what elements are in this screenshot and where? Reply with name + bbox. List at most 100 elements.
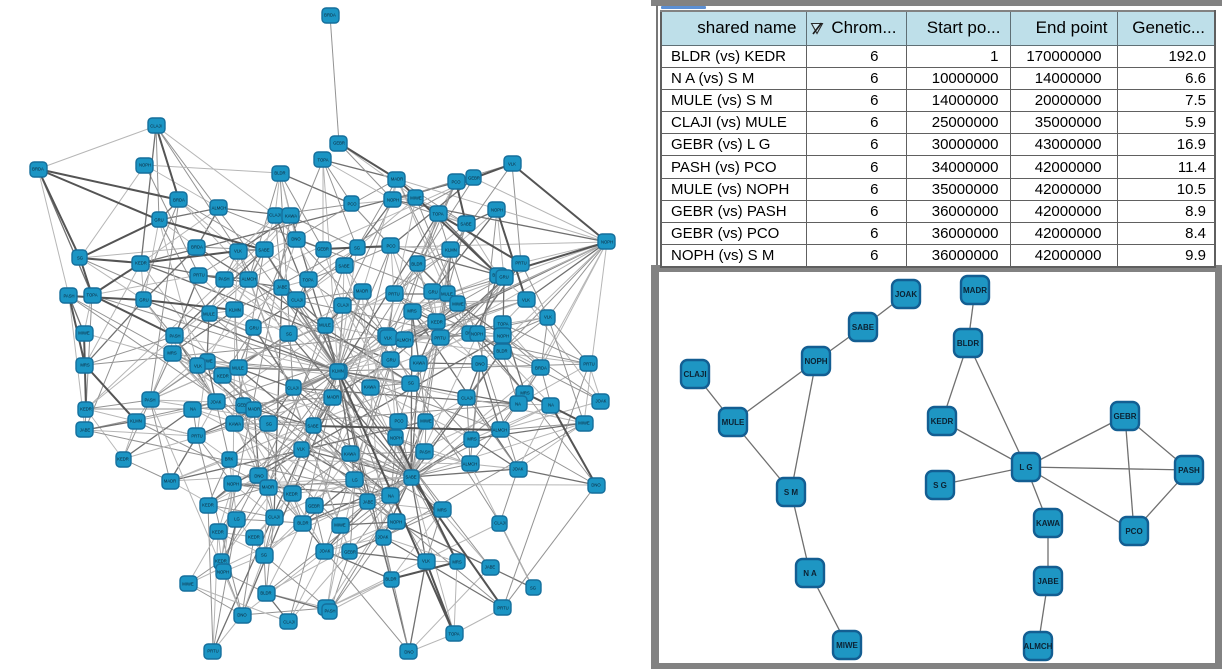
- svg-text:PRTU: PRTU: [583, 362, 594, 367]
- svg-text:PASH: PASH: [169, 334, 180, 339]
- svg-text:BLDR: BLDR: [260, 591, 271, 596]
- svg-text:TOPA: TOPA: [302, 278, 313, 283]
- svg-text:JOAK: JOAK: [378, 535, 389, 540]
- svg-text:GEBR: GEBR: [308, 504, 320, 509]
- svg-text:SABE: SABE: [338, 264, 349, 269]
- svg-text:MADR: MADR: [963, 286, 987, 295]
- svg-text:MIWE: MIWE: [182, 582, 194, 587]
- svg-text:KLMN: KLMN: [130, 419, 142, 424]
- svg-text:ALMCH: ALMCH: [463, 462, 478, 467]
- svg-text:JOAK: JOAK: [513, 467, 524, 472]
- svg-text:DNO: DNO: [237, 613, 247, 618]
- svg-text:PRTU: PRTU: [388, 292, 399, 297]
- svg-text:PRTU: PRTU: [434, 336, 445, 341]
- svg-text:BRDA: BRDA: [324, 13, 336, 18]
- svg-text:KEDR: KEDR: [215, 559, 227, 564]
- svg-text:PASH: PASH: [218, 277, 229, 282]
- svg-text:NA: NA: [190, 407, 196, 412]
- svg-text:CLAJI: CLAJI: [287, 386, 298, 391]
- svg-text:BLDR: BLDR: [385, 577, 396, 582]
- svg-text:NOPH: NOPH: [471, 332, 483, 337]
- svg-text:MRS: MRS: [80, 363, 90, 368]
- svg-text:JOAK: JOAK: [211, 400, 222, 405]
- svg-text:GRU: GRU: [249, 326, 258, 331]
- svg-text:KLMN: KLMN: [445, 248, 457, 253]
- svg-text:KEDR: KEDR: [431, 320, 443, 325]
- svg-text:NOPH: NOPH: [601, 240, 613, 245]
- svg-text:KEDR: KEDR: [217, 374, 229, 379]
- svg-text:PASH: PASH: [1178, 466, 1200, 475]
- svg-text:GRU: GRU: [386, 358, 395, 363]
- svg-text:NOPH: NOPH: [139, 163, 151, 168]
- svg-text:KEDR: KEDR: [212, 530, 224, 535]
- svg-text:KLMN: KLMN: [332, 369, 344, 374]
- svg-text:BRDA: BRDA: [191, 245, 203, 250]
- svg-text:PASH: PASH: [144, 398, 155, 403]
- svg-text:MADR: MADR: [327, 395, 339, 400]
- svg-text:CLAJI: CLAJI: [337, 303, 348, 308]
- svg-text:KEDR: KEDR: [202, 503, 214, 508]
- svg-text:BLDR: BLDR: [496, 349, 507, 354]
- svg-text:NOPH: NOPH: [217, 570, 229, 575]
- svg-text:PASH: PASH: [63, 294, 74, 299]
- svg-text:TOPA: TOPA: [497, 322, 508, 327]
- svg-text:KEDR: KEDR: [117, 457, 129, 462]
- svg-text:SG: SG: [286, 332, 292, 337]
- svg-text:L G: L G: [1019, 463, 1032, 472]
- svg-text:GEBR: GEBR: [1113, 412, 1136, 421]
- svg-text:MIWE: MIWE: [334, 523, 346, 528]
- svg-text:MRS: MRS: [520, 391, 530, 396]
- svg-text:KEDR: KEDR: [80, 407, 92, 412]
- svg-text:TOPA: TOPA: [86, 293, 97, 298]
- svg-text:MRS: MRS: [467, 437, 477, 442]
- svg-text:JABE: JABE: [80, 428, 91, 433]
- svg-text:KEDR: KEDR: [286, 492, 298, 497]
- svg-text:BRDA: BRDA: [32, 167, 44, 172]
- svg-text:NOPH: NOPH: [491, 208, 503, 213]
- svg-text:SABE: SABE: [258, 248, 269, 253]
- svg-text:MRS: MRS: [437, 508, 447, 513]
- svg-text:VLK: VLK: [297, 447, 305, 452]
- svg-text:PRTU: PRTU: [207, 649, 218, 654]
- svg-text:MIWE: MIWE: [78, 331, 90, 336]
- svg-text:ALMCH: ALMCH: [212, 206, 227, 211]
- svg-text:S G: S G: [933, 481, 947, 490]
- svg-text:LG: LG: [234, 517, 240, 522]
- svg-text:GRU: GRU: [428, 290, 437, 295]
- svg-text:KAWA: KAWA: [413, 361, 425, 366]
- svg-text:KEDR: KEDR: [135, 261, 147, 266]
- svg-text:SG: SG: [408, 381, 414, 386]
- svg-text:PRTU: PRTU: [497, 606, 508, 611]
- svg-text:SG: SG: [77, 256, 83, 261]
- svg-text:TOPA: TOPA: [448, 632, 459, 637]
- svg-text:MIWE: MIWE: [410, 196, 422, 201]
- svg-text:BRDA: BRDA: [535, 366, 547, 371]
- svg-text:MADR: MADR: [262, 485, 274, 490]
- svg-text:MULE: MULE: [232, 366, 244, 371]
- svg-text:NOPH: NOPH: [387, 198, 399, 203]
- svg-text:KEDR: KEDR: [248, 535, 260, 540]
- svg-text:CLAJI: CLAJI: [494, 521, 505, 526]
- svg-text:KEDR: KEDR: [931, 417, 954, 426]
- svg-text:PCO: PCO: [386, 244, 396, 249]
- svg-text:CLAJI: CLAJI: [150, 124, 161, 129]
- svg-text:JABE: JABE: [277, 285, 288, 290]
- svg-text:MULE: MULE: [441, 292, 453, 297]
- svg-text:GEBR: GEBR: [333, 141, 345, 146]
- svg-text:JABE: JABE: [1037, 577, 1059, 586]
- svg-text:MIWE: MIWE: [452, 302, 464, 307]
- svg-text:S M: S M: [784, 488, 799, 497]
- svg-text:JOAK: JOAK: [895, 290, 917, 299]
- svg-text:PRTU: PRTU: [193, 273, 204, 278]
- svg-text:MULE: MULE: [722, 418, 745, 427]
- svg-text:SABE: SABE: [307, 424, 318, 429]
- svg-text:MIWE: MIWE: [201, 359, 213, 364]
- svg-text:KAWA: KAWA: [285, 214, 297, 219]
- svg-text:VLK: VLK: [544, 315, 552, 320]
- svg-text:GRU: GRU: [499, 275, 508, 280]
- svg-text:MIWE: MIWE: [420, 419, 432, 424]
- svg-text:PCO: PCO: [347, 202, 357, 207]
- svg-text:N A: N A: [803, 569, 817, 578]
- svg-text:SABE: SABE: [852, 323, 875, 332]
- svg-text:CLAJI: CLAJI: [283, 620, 294, 625]
